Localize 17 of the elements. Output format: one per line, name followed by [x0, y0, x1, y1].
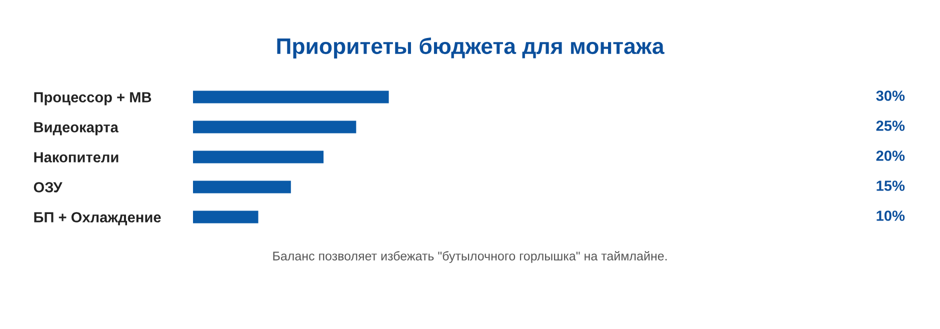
data-label: 20%	[876, 150, 905, 161]
y-tick-label: Процессор + MB	[34, 92, 152, 106]
y-tick-label: Видеокарта	[34, 122, 119, 136]
data-label: 30%	[876, 90, 905, 101]
text: Приоритеты бюджета для монтажа	[277, 38, 664, 58]
bar	[193, 150, 324, 164]
y-tick-label: БП + Охлаждение	[34, 212, 161, 226]
bar	[193, 180, 291, 194]
text: Баланс позволяет избежать "бутылочного горлышка" на таймлайне.	[273, 251, 667, 263]
y-tick-label: ОЗУ	[34, 182, 62, 192]
bar	[193, 90, 389, 104]
data-label: 15%	[876, 180, 905, 191]
y-tick-label: Накопители	[34, 152, 118, 162]
data-label: 25%	[876, 120, 905, 131]
bar	[193, 120, 356, 134]
data-label: 10%	[876, 210, 905, 221]
bar	[193, 210, 258, 224]
